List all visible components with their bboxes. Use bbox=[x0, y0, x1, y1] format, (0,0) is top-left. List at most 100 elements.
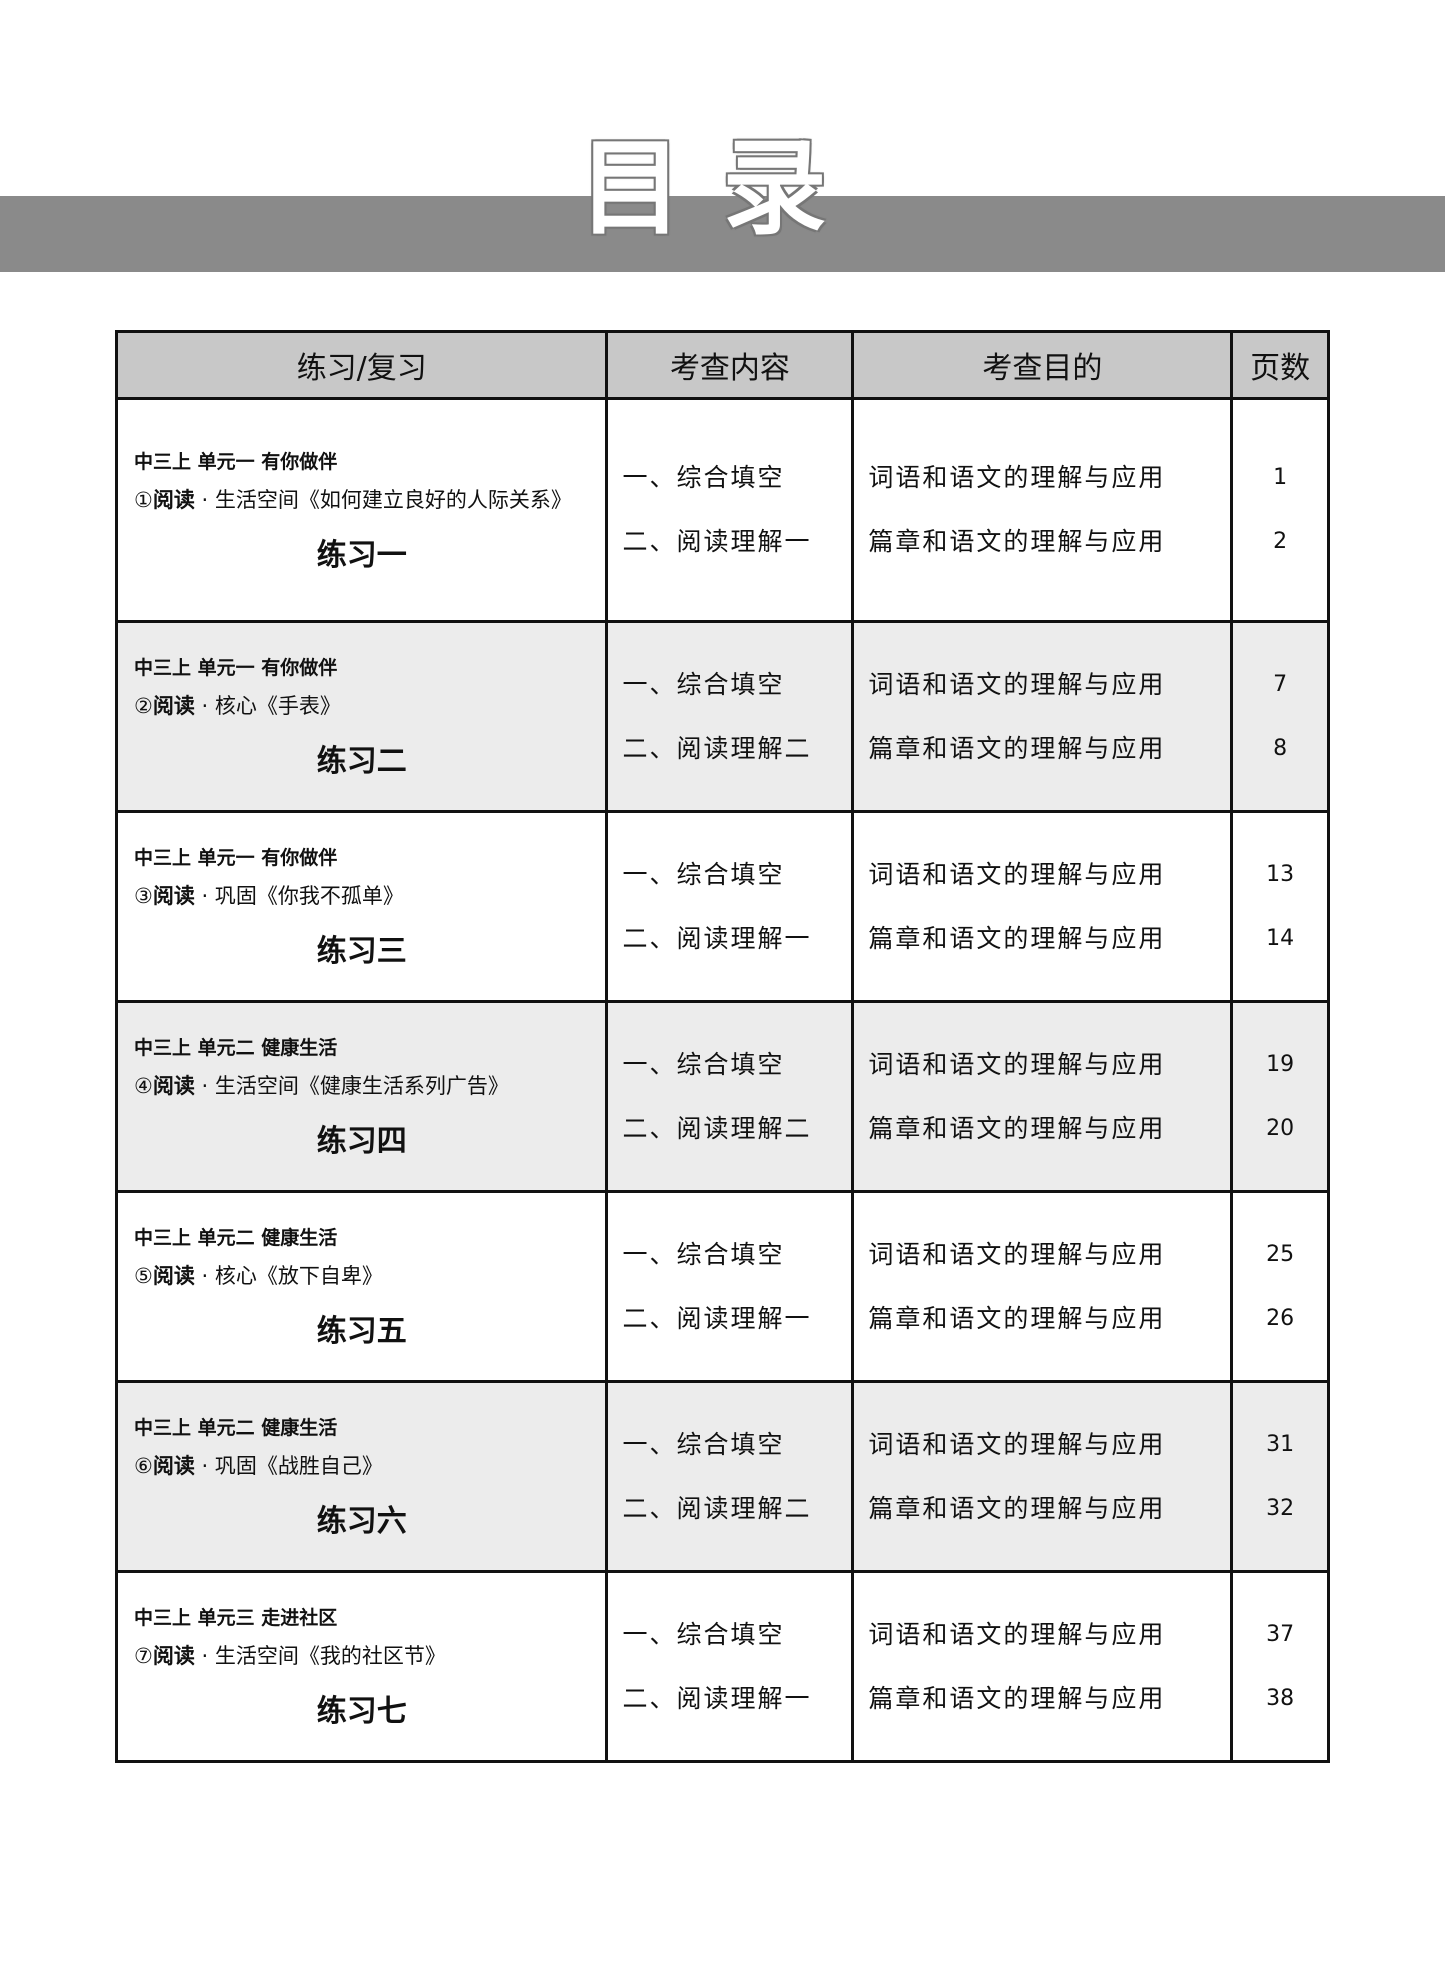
reading-kind: 核心 bbox=[214, 1264, 257, 1288]
pages-cell: 37 38 bbox=[1230, 1570, 1330, 1763]
exercise-cell: 中三上 单元一 有你做伴 ①阅读 · 生活空间《如何建立良好的人际关系》 练习一 bbox=[114, 397, 609, 623]
exercise-cell: 中三上 单元一 有你做伴 ②阅读 · 核心《手表》 练习二 bbox=[114, 620, 609, 813]
reading-kind: 生活空间 bbox=[214, 487, 299, 512]
purpose-item: 词语和语文的理解与应用 bbox=[868, 1049, 1166, 1079]
exercise-cell: 中三上 单元二 健康生活 ⑤阅读 · 核心《放下自卑》 练习五 bbox=[114, 1190, 609, 1383]
reading-kind: 核心 bbox=[214, 694, 257, 718]
unit-label: 中三上 单元一 有你做伴 bbox=[134, 450, 338, 473]
exercise-link[interactable]: 练习三 bbox=[316, 934, 407, 969]
purpose-cell: 词语和语文的理解与应用 篇章和语文的理解与应用 bbox=[851, 1190, 1234, 1383]
contents-table: 练习/复习 考查内容 考查目的 页数 中三上 单元一 有你做伴 ①阅读 · 生活… bbox=[114, 330, 1330, 1763]
unit-label: 中三上 单元三 走进社区 bbox=[134, 1607, 338, 1629]
exercise-link[interactable]: 练习七 bbox=[316, 1694, 407, 1729]
reading-label: ⑦阅读 · 生活空间《我的社区节》 bbox=[134, 1640, 589, 1672]
reading-kind: 生活空间 bbox=[214, 1074, 299, 1098]
content-item: 一、综合填空 bbox=[622, 1049, 785, 1079]
unit-label: 中三上 单元一 有你做伴 bbox=[134, 847, 338, 869]
content-item: 二、阅读理解二 bbox=[622, 733, 812, 763]
title-band bbox=[0, 196, 1445, 272]
exercise-link[interactable]: 练习一 bbox=[316, 537, 407, 573]
header-purpose: 考查目的 bbox=[851, 330, 1234, 400]
reading-title: 《如何建立良好的人际关系》 bbox=[298, 487, 572, 512]
page-number[interactable]: 1 bbox=[1273, 465, 1288, 490]
purpose-item: 词语和语文的理解与应用 bbox=[868, 669, 1166, 699]
purpose-cell: 词语和语文的理解与应用 篇章和语文的理解与应用 bbox=[851, 620, 1234, 813]
content-cell: 一、综合填空 二、阅读理解二 bbox=[605, 1380, 855, 1573]
unit-label: 中三上 单元二 健康生活 bbox=[134, 1227, 338, 1249]
reading-number: ① bbox=[134, 487, 153, 512]
purpose-item: 词语和语文的理解与应用 bbox=[868, 1619, 1166, 1649]
reading-title: 《我的社区节》 bbox=[298, 1644, 446, 1668]
pages-cell: 7 8 bbox=[1230, 620, 1330, 813]
content-item: 一、综合填空 bbox=[622, 1619, 785, 1649]
separator: · bbox=[194, 1644, 215, 1668]
purpose-item: 篇章和语文的理解与应用 bbox=[868, 733, 1166, 763]
reading-tag: 阅读 bbox=[152, 487, 195, 512]
table-row: 中三上 单元一 有你做伴 ①阅读 · 生活空间《如何建立良好的人际关系》 练习一… bbox=[114, 397, 1330, 623]
reading-tag: 阅读 bbox=[152, 1264, 195, 1288]
table-row: 中三上 单元一 有你做伴 ②阅读 · 核心《手表》 练习二 一、综合填空 二、阅… bbox=[114, 620, 1330, 813]
reading-label: ⑥阅读 · 巩固《战胜自己》 bbox=[134, 1450, 589, 1482]
content-item: 一、综合填空 bbox=[622, 1429, 785, 1459]
content-item: 一、综合填空 bbox=[622, 463, 785, 492]
reading-kind: 巩固 bbox=[214, 1454, 257, 1478]
reading-tag: 阅读 bbox=[152, 694, 195, 718]
purpose-item: 篇章和语文的理解与应用 bbox=[868, 923, 1166, 953]
purpose-item: 篇章和语文的理解与应用 bbox=[868, 1113, 1166, 1143]
reading-label: ④阅读 · 生活空间《健康生活系列广告》 bbox=[134, 1070, 589, 1102]
exercise-cell: 中三上 单元三 走进社区 ⑦阅读 · 生活空间《我的社区节》 练习七 bbox=[114, 1570, 609, 1763]
separator: · bbox=[194, 884, 215, 908]
page-number[interactable]: 38 bbox=[1266, 1685, 1295, 1711]
content-item: 一、综合填空 bbox=[622, 859, 785, 889]
page-number[interactable]: 8 bbox=[1273, 735, 1288, 761]
exercise-link[interactable]: 练习五 bbox=[316, 1314, 407, 1349]
reading-label: ③阅读 · 巩固《你我不孤单》 bbox=[134, 880, 589, 912]
content-cell: 一、综合填空 二、阅读理解一 bbox=[605, 1190, 855, 1383]
reading-number: ⑦ bbox=[134, 1644, 153, 1668]
reading-kind: 巩固 bbox=[214, 884, 257, 908]
exercise-link[interactable]: 练习六 bbox=[316, 1504, 407, 1539]
page-number[interactable]: 14 bbox=[1266, 925, 1295, 951]
table-row: 中三上 单元一 有你做伴 ③阅读 · 巩固《你我不孤单》 练习三 一、综合填空 … bbox=[114, 810, 1330, 1003]
purpose-cell: 词语和语文的理解与应用 篇章和语文的理解与应用 bbox=[851, 1000, 1234, 1193]
table-row: 中三上 单元二 健康生活 ⑤阅读 · 核心《放下自卑》 练习五 一、综合填空 二… bbox=[114, 1190, 1330, 1383]
unit-label: 中三上 单元一 有你做伴 bbox=[134, 657, 338, 679]
reading-kind: 生活空间 bbox=[214, 1644, 299, 1668]
page-number[interactable]: 32 bbox=[1266, 1495, 1295, 1521]
reading-tag: 阅读 bbox=[152, 1644, 195, 1668]
purpose-cell: 词语和语文的理解与应用 篇章和语文的理解与应用 bbox=[851, 1380, 1234, 1573]
header-exercise: 练习/复习 bbox=[114, 330, 609, 400]
separator: · bbox=[194, 487, 215, 512]
content-item: 二、阅读理解二 bbox=[622, 1113, 812, 1143]
pages-cell: 13 14 bbox=[1230, 810, 1330, 1003]
page-number[interactable]: 20 bbox=[1266, 1115, 1295, 1141]
page-number[interactable]: 31 bbox=[1266, 1431, 1295, 1457]
purpose-item: 篇章和语文的理解与应用 bbox=[868, 1303, 1166, 1333]
page-number[interactable]: 2 bbox=[1273, 529, 1288, 554]
page-number[interactable]: 13 bbox=[1266, 861, 1295, 887]
content-item: 二、阅读理解二 bbox=[622, 1493, 812, 1523]
exercise-link[interactable]: 练习四 bbox=[316, 1124, 407, 1159]
page-number[interactable]: 7 bbox=[1273, 671, 1288, 697]
reading-title: 《你我不孤单》 bbox=[256, 884, 404, 908]
content-item: 二、阅读理解一 bbox=[622, 527, 812, 556]
reading-title: 《放下自卑》 bbox=[256, 1264, 383, 1288]
pages-cell: 19 20 bbox=[1230, 1000, 1330, 1193]
table-header: 练习/复习 考查内容 考查目的 页数 bbox=[114, 330, 1330, 400]
exercise-link[interactable]: 练习二 bbox=[316, 744, 407, 779]
purpose-item: 词语和语文的理解与应用 bbox=[868, 859, 1166, 889]
content-cell: 一、综合填空 二、阅读理解二 bbox=[605, 620, 855, 813]
purpose-cell: 词语和语文的理解与应用 篇章和语文的理解与应用 bbox=[851, 810, 1234, 1003]
reading-number: ④ bbox=[134, 1074, 153, 1098]
page-number[interactable]: 37 bbox=[1266, 1621, 1295, 1647]
separator: · bbox=[194, 1264, 215, 1288]
content-item: 二、阅读理解一 bbox=[622, 923, 812, 953]
unit-label: 中三上 单元二 健康生活 bbox=[134, 1417, 338, 1439]
reading-label: ①阅读 · 生活空间《如何建立良好的人际关系》 bbox=[134, 484, 589, 516]
page-number[interactable]: 19 bbox=[1266, 1051, 1295, 1077]
reading-label: ②阅读 · 核心《手表》 bbox=[134, 690, 589, 722]
page-number[interactable]: 25 bbox=[1266, 1241, 1295, 1267]
exercise-cell: 中三上 单元二 健康生活 ⑥阅读 · 巩固《战胜自己》 练习六 bbox=[114, 1380, 609, 1573]
page-number[interactable]: 26 bbox=[1266, 1305, 1295, 1331]
reading-number: ⑤ bbox=[134, 1264, 153, 1288]
